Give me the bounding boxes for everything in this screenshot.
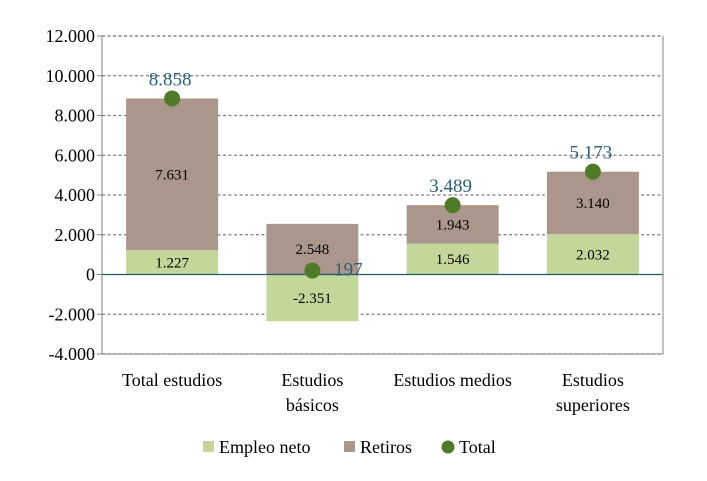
y-tick-label: 2.000: [55, 225, 96, 245]
total-value-label: 5.173: [570, 143, 613, 164]
y-tick-label: -4.000: [49, 344, 96, 364]
total-value-label: 3.489: [429, 176, 472, 197]
legend-swatch: [203, 441, 214, 452]
legend-label: Retiros: [360, 437, 412, 457]
x-category-label: Estudios medios: [393, 370, 512, 390]
legend-marker-total: [441, 440, 455, 454]
bar-empleo-neto: [126, 250, 219, 275]
bar-empleo-neto: [546, 234, 639, 275]
bar-value-label: 1.943: [436, 217, 470, 233]
total-point: [444, 197, 461, 214]
x-category-label: Estudios: [562, 370, 624, 390]
x-category-label: Total estudios: [122, 370, 222, 390]
bar-value-label: 1.227: [155, 255, 189, 271]
y-tick-label: 4.000: [55, 185, 96, 205]
y-tick-label: 10.000: [46, 66, 96, 86]
bar-value-label: 7.631: [155, 167, 189, 183]
y-tick-label: 12.000: [46, 26, 96, 46]
total-value-label: 8.858: [149, 69, 192, 90]
bar-value-label: -2.351: [293, 291, 332, 307]
total-point: [584, 163, 601, 180]
y-tick-label: 0: [86, 265, 95, 285]
legend-label: Total: [459, 437, 496, 457]
bar-empleo-neto: [266, 274, 359, 322]
x-category-label: superiores: [556, 395, 630, 415]
bar-retiros: [546, 171, 639, 235]
y-tick-label: -2.000: [49, 304, 96, 324]
legend-label: Empleo neto: [219, 437, 310, 457]
y-tick-label: 8.000: [55, 106, 96, 126]
x-category-label: Estudios: [281, 370, 343, 390]
total-point: [304, 262, 321, 279]
bar-retiros: [126, 98, 219, 251]
total-value-label: 197: [334, 260, 363, 281]
bar-empleo-neto: [406, 243, 499, 275]
bar-value-label: 3.140: [576, 196, 610, 212]
legend-swatch: [344, 441, 355, 452]
y-tick-label: 6.000: [55, 145, 96, 165]
bar-value-label: 1.546: [436, 252, 470, 268]
bar-value-label: 2.032: [576, 247, 610, 263]
x-category-label: básicos: [286, 395, 339, 415]
total-point: [164, 90, 181, 107]
bar-value-label: 2.548: [296, 242, 330, 258]
